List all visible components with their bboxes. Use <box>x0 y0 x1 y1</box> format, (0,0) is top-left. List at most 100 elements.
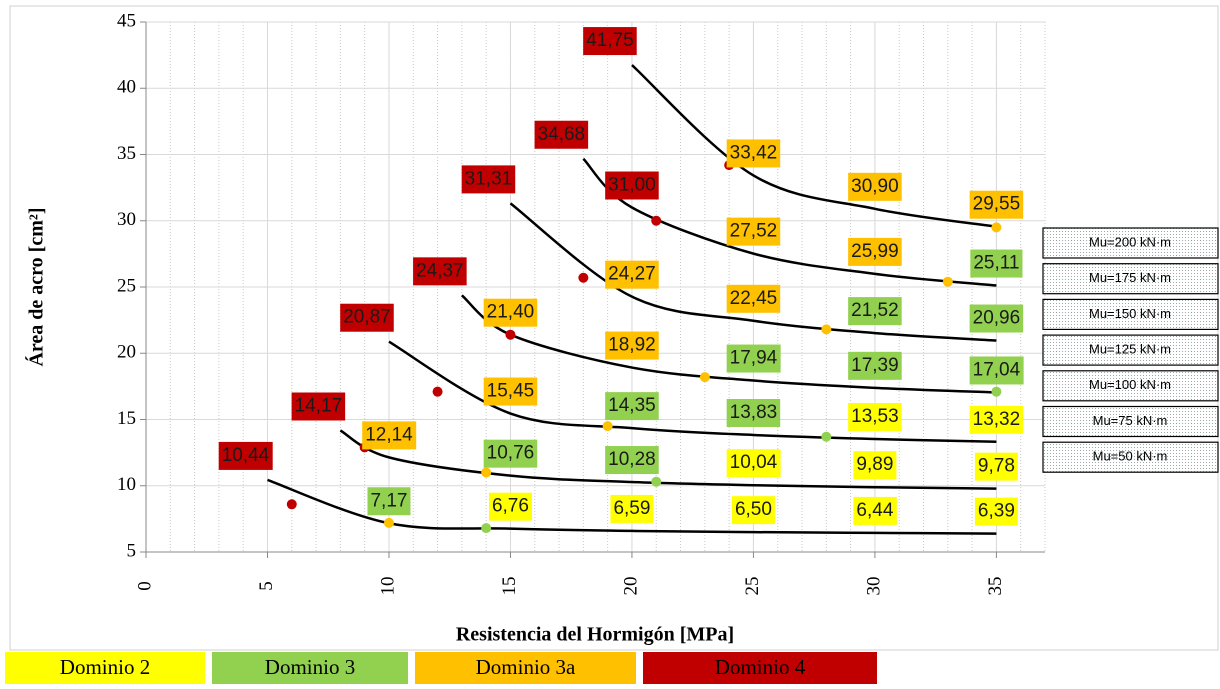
data-label: 17,04 <box>969 356 1024 385</box>
data-label-text: 22,45 <box>730 288 778 309</box>
data-label: 33,42 <box>726 139 781 168</box>
legend-box <box>1042 334 1219 366</box>
data-label-bg <box>605 171 659 200</box>
data-label-text: 6,44 <box>856 500 893 521</box>
data-label-text: 20,87 <box>343 307 391 328</box>
data-label-bg <box>413 257 467 286</box>
data-label: 17,94 <box>726 344 781 373</box>
data-label-bg <box>974 497 1018 526</box>
y-tick-label: 15 <box>117 408 136 429</box>
y-tick-label: 10 <box>117 474 136 495</box>
data-label-text: 13,83 <box>730 402 778 423</box>
data-label-text: 34,68 <box>538 124 586 145</box>
x-axis-title: Resistencia del Hormigón [MPa] <box>456 624 734 646</box>
data-label: 41,75 <box>583 27 637 56</box>
data-label-text: 24,37 <box>416 260 464 281</box>
data-label-bg <box>583 27 637 56</box>
data-label-bg <box>853 451 897 480</box>
data-label-bg <box>726 284 781 313</box>
data-label-text: 30,90 <box>851 176 899 197</box>
data-label-bg <box>726 139 781 168</box>
domain-legend-box <box>212 652 408 684</box>
y-tick-label: 25 <box>117 275 136 296</box>
legend-label: Mu=200 kN·m <box>1089 234 1171 249</box>
data-label-bg <box>534 120 589 149</box>
data-label-bg <box>970 249 1023 278</box>
domain-marker <box>602 421 613 432</box>
data-label: 10,44 <box>218 441 273 470</box>
data-label-text: 21,40 <box>487 302 535 323</box>
curve <box>509 202 997 342</box>
data-label: 9,78 <box>974 452 1018 481</box>
legend-box <box>1042 441 1219 473</box>
domain-legend-box <box>643 652 877 684</box>
data-label: 6,76 <box>488 492 532 521</box>
data-label-bg <box>974 452 1018 481</box>
legend-box <box>1042 227 1219 259</box>
data-label-text: 14,35 <box>608 395 656 416</box>
data-label-text: 10,44 <box>222 445 270 466</box>
data-label-bg <box>340 303 394 332</box>
data-label-text: 31,00 <box>608 175 656 196</box>
domain-marker <box>651 215 662 226</box>
domain-marker <box>942 276 953 287</box>
data-label-text: 13,32 <box>973 409 1021 430</box>
data-label-bg <box>731 496 775 525</box>
domain-marker <box>481 523 492 534</box>
data-label-text: 10,28 <box>608 449 656 470</box>
data-label-text: 15,45 <box>487 381 535 402</box>
data-label: 6,59 <box>610 494 654 523</box>
data-label: 27,52 <box>726 217 781 246</box>
data-label: 12,14 <box>362 421 417 450</box>
chart-border <box>9 5 1219 651</box>
data-label-text: 17,04 <box>973 359 1021 380</box>
data-label: 20,96 <box>969 304 1024 333</box>
data-label: 14,17 <box>291 392 346 421</box>
domain-marker <box>651 476 662 487</box>
x-tick-label: 35 <box>985 577 1006 596</box>
data-label: 13,83 <box>726 399 781 428</box>
x-tick-label: 10 <box>377 577 398 596</box>
data-label-bg <box>726 344 781 373</box>
data-label-text: 6,76 <box>492 496 529 517</box>
data-label-text: 29,55 <box>973 194 1021 215</box>
data-label: 18,92 <box>605 331 659 360</box>
data-label-text: 18,92 <box>608 335 656 356</box>
data-label: 17,39 <box>848 351 902 380</box>
data-label: 34,68 <box>534 120 589 149</box>
y-tick-label: 30 <box>117 209 136 230</box>
data-label: 21,40 <box>483 298 538 327</box>
legend-box <box>1042 263 1219 295</box>
domain-legend-box <box>415 652 636 684</box>
domain-marker <box>481 467 492 478</box>
data-label: 22,45 <box>726 284 781 313</box>
data-label: 6,39 <box>974 497 1018 526</box>
data-label-text: 41,75 <box>586 30 634 51</box>
data-label-text: 25,11 <box>973 253 1019 274</box>
legend-label: Mu=175 kN·m <box>1089 270 1171 285</box>
data-label: 6,44 <box>853 496 897 525</box>
x-tick-label: 30 <box>863 577 884 596</box>
y-tick-label: 35 <box>117 143 136 164</box>
data-label-text: 21,52 <box>851 300 899 321</box>
data-label-bg <box>726 399 781 428</box>
data-label: 31,31 <box>461 165 516 194</box>
data-label-bg <box>362 421 417 450</box>
data-label-bg <box>969 356 1024 385</box>
data-label-text: 17,94 <box>730 348 778 369</box>
data-label: 15,45 <box>483 377 538 406</box>
curve <box>582 157 997 287</box>
data-label-bg <box>367 487 411 516</box>
data-label-text: 25,99 <box>851 241 899 262</box>
curve <box>339 429 997 490</box>
data-label-text: 14,17 <box>295 396 343 417</box>
data-label: 25,11 <box>970 249 1023 278</box>
curve <box>388 340 997 444</box>
data-label-bg <box>605 446 659 475</box>
domain-marker <box>821 324 832 335</box>
data-label: 7,17 <box>367 487 411 516</box>
data-label-bg <box>848 402 902 431</box>
domain-marker <box>699 372 710 383</box>
domain-legend-box <box>5 652 205 684</box>
data-label-bg <box>605 260 659 289</box>
